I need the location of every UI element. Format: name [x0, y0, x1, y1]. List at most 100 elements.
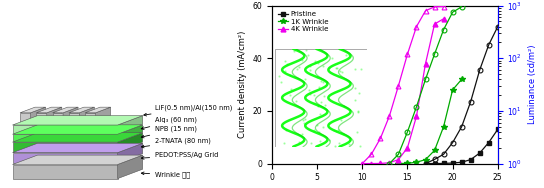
Point [312, 101, 320, 104]
Point [353, 131, 361, 134]
Point [332, 129, 341, 132]
Polygon shape [13, 143, 143, 153]
Polygon shape [13, 134, 118, 141]
Pristine [494, 128, 501, 130]
Point [293, 67, 301, 70]
Point [335, 142, 344, 145]
Polygon shape [79, 107, 94, 122]
Y-axis label: Current density (mA/cm²): Current density (mA/cm²) [238, 31, 247, 138]
1K Wrinkle [431, 149, 438, 152]
Point [345, 53, 354, 56]
Point [313, 103, 322, 106]
Polygon shape [13, 133, 143, 142]
Point [317, 79, 325, 82]
Point [345, 139, 354, 142]
Polygon shape [13, 153, 118, 163]
Point [313, 75, 322, 78]
Point [320, 103, 329, 106]
Polygon shape [13, 125, 118, 133]
Point [331, 67, 340, 70]
Point [356, 67, 365, 70]
4K Wrinkle [395, 158, 401, 161]
Point [339, 133, 348, 136]
Text: Wrinkle 구조: Wrinkle 구조 [141, 171, 190, 178]
Polygon shape [36, 113, 47, 122]
Point [325, 138, 333, 141]
Point [294, 141, 303, 144]
Polygon shape [20, 107, 46, 113]
Polygon shape [118, 116, 143, 133]
Point [290, 50, 299, 53]
Point [306, 92, 314, 95]
Polygon shape [63, 107, 78, 122]
Polygon shape [69, 107, 94, 113]
Polygon shape [13, 125, 143, 134]
Point [280, 142, 288, 145]
4K Wrinkle [431, 23, 438, 25]
Text: Alq₃ (60 nm): Alq₃ (60 nm) [141, 117, 197, 130]
Point [281, 60, 289, 63]
Y-axis label: Luminance (cd/m²): Luminance (cd/m²) [528, 45, 537, 124]
1K Wrinkle [413, 161, 420, 163]
Point [316, 113, 324, 116]
Polygon shape [13, 116, 143, 125]
1K Wrinkle [459, 78, 465, 80]
Polygon shape [13, 164, 118, 179]
Pristine [477, 152, 483, 154]
4K Wrinkle [413, 115, 420, 117]
Point [337, 132, 345, 135]
Point [351, 86, 360, 89]
4K Wrinkle [377, 162, 384, 164]
Point [305, 64, 314, 67]
Polygon shape [30, 107, 46, 122]
Point [319, 65, 327, 68]
Polygon shape [118, 143, 143, 163]
Point [292, 100, 301, 103]
Point [319, 126, 327, 129]
1K Wrinkle [449, 89, 456, 91]
Point [301, 77, 310, 80]
Point [331, 144, 339, 147]
Pristine [459, 161, 465, 163]
Point [286, 87, 295, 90]
Point [281, 69, 290, 72]
Polygon shape [118, 125, 143, 141]
Pristine [485, 141, 492, 144]
Point [355, 91, 363, 94]
Point [299, 118, 308, 121]
Point [283, 62, 292, 65]
4K Wrinkle [359, 162, 366, 165]
Polygon shape [13, 155, 143, 164]
Point [350, 67, 359, 70]
Point [302, 48, 311, 51]
Point [314, 104, 323, 107]
Polygon shape [47, 107, 62, 122]
Point [335, 69, 344, 72]
Polygon shape [53, 107, 78, 113]
Point [277, 81, 286, 84]
Polygon shape [118, 133, 143, 152]
Point [333, 66, 342, 69]
4K Wrinkle [386, 162, 393, 164]
Point [310, 102, 318, 105]
Point [319, 80, 327, 83]
Point [281, 129, 290, 132]
Pristine [431, 162, 438, 165]
Line: Pristine: Pristine [423, 127, 500, 166]
Text: LiF(0.5 nm)/Al(150 nm): LiF(0.5 nm)/Al(150 nm) [144, 104, 232, 116]
Point [286, 94, 295, 97]
4K Wrinkle [422, 62, 429, 65]
Point [301, 123, 310, 126]
Polygon shape [118, 155, 143, 179]
Pristine [467, 158, 474, 161]
Point [310, 129, 319, 132]
Point [286, 74, 295, 77]
Point [316, 140, 325, 143]
Point [275, 75, 284, 78]
Point [354, 110, 362, 113]
Point [294, 66, 303, 69]
Point [340, 105, 349, 108]
Point [305, 89, 313, 92]
Point [307, 141, 316, 144]
Point [304, 53, 312, 56]
